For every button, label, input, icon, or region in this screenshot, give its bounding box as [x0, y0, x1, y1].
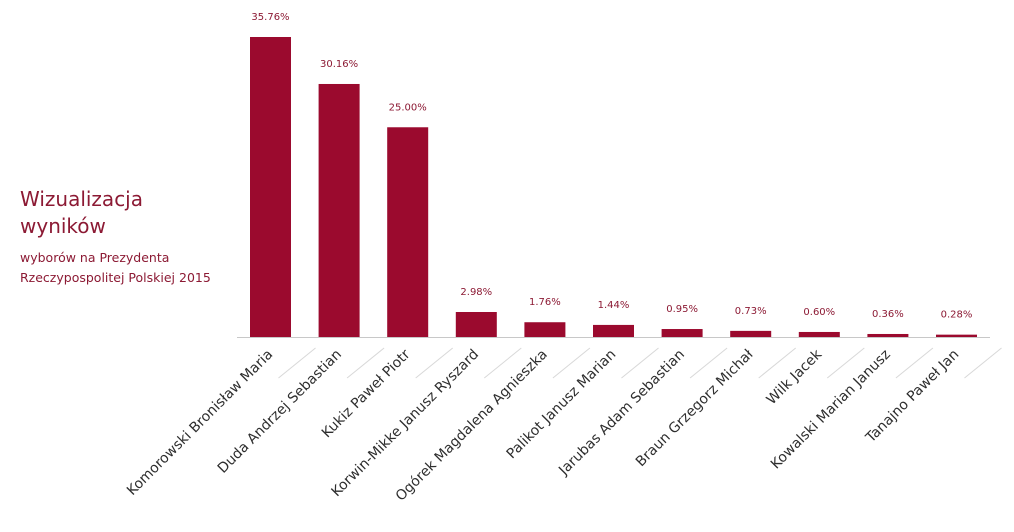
x-tick-label: Jarubas Adam Sebastian [555, 347, 688, 480]
value-label: 0.28% [941, 310, 973, 321]
tick-line [483, 347, 522, 379]
x-tick-label: Korwin-Mikke Janusz Ryszard [329, 347, 483, 501]
value-label: 0.36% [872, 309, 904, 320]
value-label: 1.44% [598, 300, 630, 311]
tick-line [895, 347, 934, 379]
tick-line [415, 347, 454, 379]
bar [867, 333, 909, 337]
value-label: 1.76% [529, 297, 561, 308]
chart-subtitle: wyborów na Prezydenta Rzeczypospolitej P… [20, 250, 211, 285]
bar [387, 127, 429, 337]
value-label: 0.95% [666, 304, 698, 315]
x-tick-label: Kowalski Marian Janusz [768, 347, 894, 473]
bar [455, 312, 497, 337]
tick-line [278, 347, 316, 379]
tick-line [826, 347, 865, 379]
x-tick-label: Duda Andrzej Sebastian [215, 347, 345, 477]
tick-line [964, 347, 1002, 379]
bar [730, 330, 772, 337]
bar [250, 37, 291, 337]
x-tick-label: Komorowski Bronisław Maria [124, 347, 276, 499]
value-label: 35.76% [251, 12, 289, 23]
bar [593, 324, 634, 337]
tick-line [758, 347, 797, 379]
bar [798, 331, 840, 337]
x-tick-label: Braun Grzegorz Michał [633, 347, 757, 471]
tick-line [346, 347, 385, 379]
value-label: 25.00% [389, 102, 427, 113]
value-label: 0.60% [803, 307, 835, 318]
x-tick-label: Wilk Jacek [764, 346, 826, 408]
chart-title: Wizualizacja wyników [20, 187, 143, 238]
x-tick-label: Ogórek Magdalena Agnieszka [393, 347, 551, 505]
bar [318, 83, 360, 338]
value-label: 2.98% [460, 287, 492, 298]
tick-line [621, 347, 659, 379]
value-label: 30.16% [320, 59, 358, 70]
value-label: 0.73% [735, 306, 767, 317]
bar [936, 334, 977, 337]
bar [524, 322, 566, 337]
tick-line [689, 347, 728, 379]
bar [661, 329, 703, 337]
tick-line [552, 347, 591, 379]
